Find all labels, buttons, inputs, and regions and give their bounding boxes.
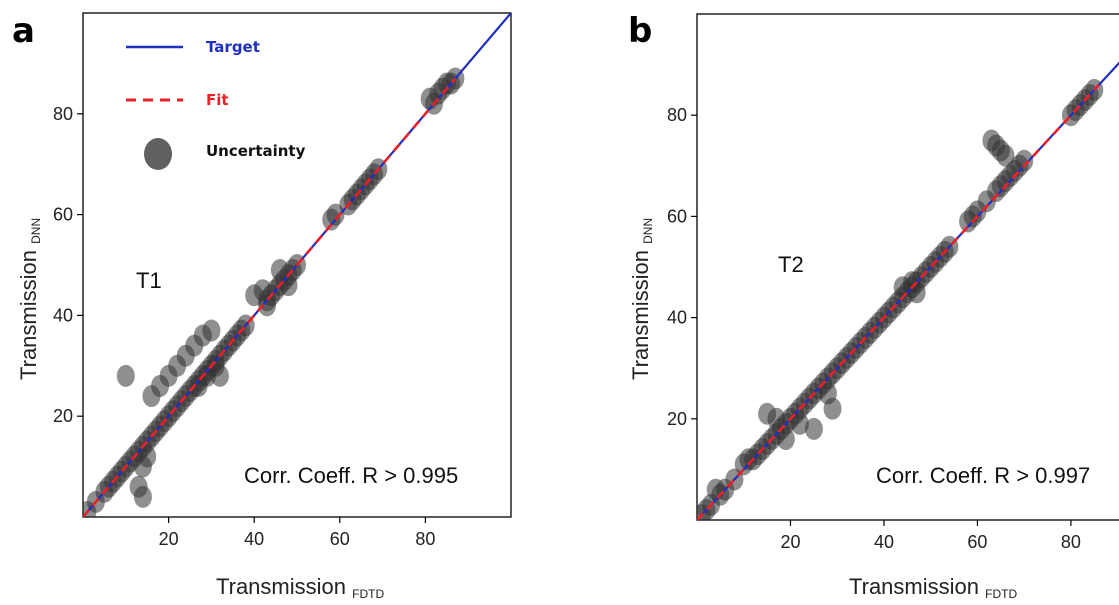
panel-b-letter: b <box>628 11 652 51</box>
y-tick-label: 80 <box>53 104 73 124</box>
panel-b-corr-coeff: Corr. Coeff. R > 0.997 <box>876 463 1090 488</box>
panel-a-x-axis-label: Transmission FDTD <box>216 574 384 601</box>
panel-b-annotation: T2 <box>778 252 804 277</box>
x-tick-label: 40 <box>874 532 894 552</box>
panel-b-x-axis-label: Transmission FDTD <box>849 574 1017 601</box>
y-tick-label: 20 <box>53 406 73 426</box>
panel-a-x-ticks: 20 40 60 80 <box>159 517 435 549</box>
y-tick-label: 60 <box>667 206 687 226</box>
uncertainty-point <box>818 382 837 405</box>
y-tick-label: 20 <box>667 409 687 429</box>
panel-a-corr-coeff: Corr. Coeff. R > 0.995 <box>244 463 458 488</box>
uncertainty-point <box>790 412 809 435</box>
panel-b: b 20 40 60 80 20 40 60 80 T2 Corr. Coeff. R > … <box>628 11 1119 601</box>
panel-a-lines <box>83 13 511 517</box>
uncertainty-point <box>804 417 823 440</box>
panel-a-y-ticks: 20 40 60 80 <box>53 104 83 426</box>
uncertainty-point <box>1015 149 1034 172</box>
panel-a-plot-frame <box>82 12 512 518</box>
x-tick-label: 20 <box>780 532 800 552</box>
panel-a-letter: a <box>12 11 35 51</box>
panel-b-y-axis-label: Transmission DNN <box>628 218 655 380</box>
uncertainty-point <box>776 428 795 451</box>
uncertainty-point <box>202 319 221 342</box>
x-tick-label: 80 <box>415 529 435 549</box>
uncertainty-point <box>138 445 157 468</box>
x-tick-label: 80 <box>1061 532 1081 552</box>
legend-uncertainty-label: Uncertainty <box>206 142 306 160</box>
uncertainty-point <box>116 364 135 387</box>
y-tick-label: 60 <box>53 205 73 225</box>
panel-b-plot-frame <box>696 13 1119 521</box>
uncertainty-point <box>133 485 152 508</box>
panel-b-x-axis-label-main: Transmission <box>849 574 979 599</box>
uncertainty-point <box>326 203 345 226</box>
panel-b-x-ticks: 20 40 60 80 <box>780 520 1081 552</box>
x-tick-label: 60 <box>330 529 350 549</box>
panel-b-y-axis-label-main: Transmission <box>628 250 653 380</box>
panel-b-y-ticks: 20 40 60 80 <box>667 105 697 429</box>
panel-b-y-axis-label-sub: DNN <box>641 218 655 244</box>
y-tick-label: 40 <box>53 305 73 325</box>
x-tick-label: 40 <box>244 529 264 549</box>
uncertainty-point <box>767 407 786 430</box>
legend-fit-label: Fit <box>206 91 229 109</box>
uncertainty-point <box>907 281 926 304</box>
x-tick-label: 20 <box>159 529 179 549</box>
fit-line <box>83 77 457 517</box>
fit-line <box>697 83 1100 520</box>
legend-target-label: Target <box>206 38 260 56</box>
panel-a-y-axis-label: Transmission DNN <box>16 218 43 380</box>
panel-b-lines <box>697 61 1119 520</box>
legend-uncertainty-marker <box>144 138 172 170</box>
uncertainty-point <box>210 364 229 387</box>
uncertainty-point <box>996 144 1015 167</box>
panel-a-x-axis-label-sub: FDTD <box>352 587 384 601</box>
panel-a: a 20 40 60 80 20 40 60 80 T1 Corr. Coeff. R > … <box>12 11 512 601</box>
panel-a-legend: Target Fit Uncertainty <box>126 38 306 170</box>
y-tick-label: 40 <box>667 308 687 328</box>
uncertainty-point <box>258 294 277 317</box>
panel-a-y-axis-label-sub: DNN <box>29 218 43 244</box>
panel-a-x-axis-label-main: Transmission <box>216 574 346 599</box>
y-tick-label: 80 <box>667 105 687 125</box>
panel-b-x-axis-label-sub: FDTD <box>985 587 1017 601</box>
panel-a-y-axis-label-main: Transmission <box>16 250 41 380</box>
uncertainty-point <box>279 274 298 297</box>
x-tick-label: 60 <box>967 532 987 552</box>
panel-a-annotation: T1 <box>136 268 162 293</box>
